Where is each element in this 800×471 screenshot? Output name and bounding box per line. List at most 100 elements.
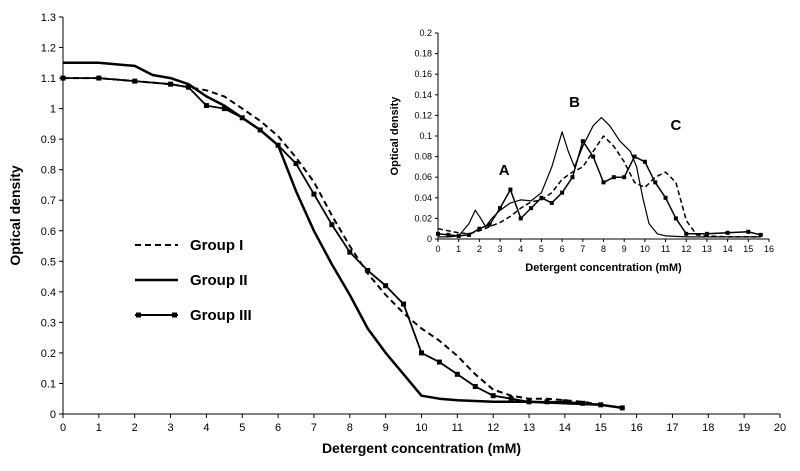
- y-tick-label: 0.04: [414, 193, 432, 203]
- data-point-marker: [673, 216, 678, 221]
- y-tick-label: 0.7: [41, 195, 56, 207]
- x-tick-label: 9: [383, 422, 389, 434]
- data-point-marker: [725, 230, 730, 235]
- data-point-marker: [549, 200, 554, 205]
- legend-marker: [172, 312, 177, 318]
- legend-label-group-ii: Group II: [190, 272, 248, 289]
- data-point-marker: [467, 232, 472, 237]
- data-point-marker: [132, 78, 138, 84]
- y-tick-label: 0.5: [41, 256, 56, 268]
- peak-label-a: A: [499, 162, 510, 179]
- data-point-marker: [611, 175, 616, 180]
- x-tick-label: 16: [630, 422, 642, 434]
- y-tick-label: 0.12: [414, 110, 432, 120]
- x-tick-label: 19: [738, 422, 750, 434]
- x-tick-label: 7: [580, 244, 585, 254]
- x-tick-label: 16: [764, 244, 774, 254]
- x-axis-title: Detergent concentration (mM): [525, 262, 682, 274]
- data-point-marker: [456, 233, 461, 238]
- y-tick-label: 1: [50, 104, 56, 116]
- data-point-marker: [329, 222, 335, 228]
- data-point-marker: [622, 175, 627, 180]
- y-tick-label: 1.3: [41, 12, 56, 24]
- x-tick-label: 8: [601, 244, 606, 254]
- data-point-marker: [221, 106, 227, 112]
- data-point-marker: [477, 226, 482, 231]
- x-tick-label: 20: [774, 422, 786, 434]
- x-tick-label: 2: [132, 422, 138, 434]
- data-point-marker: [591, 154, 596, 159]
- series-line-group-iii: [437, 140, 761, 237]
- data-point-marker: [498, 206, 503, 211]
- y-tick-label: 1.1: [41, 73, 56, 85]
- x-tick-label: 0: [435, 244, 440, 254]
- data-point-marker: [601, 180, 606, 185]
- y-tick-label: 0.06: [414, 172, 432, 182]
- x-tick-label: 10: [415, 422, 427, 434]
- y-tick-label: 0.8: [41, 165, 56, 177]
- data-point-marker: [275, 142, 281, 148]
- x-tick-label: 4: [203, 422, 209, 434]
- series-line-group-ii: [438, 116, 761, 238]
- legend-label-group-i: Group I: [190, 237, 243, 254]
- x-tick-label: 12: [681, 244, 691, 254]
- data-point-marker: [454, 371, 460, 377]
- x-tick-label: 8: [347, 422, 353, 434]
- data-point-marker: [619, 405, 625, 411]
- data-point-marker: [508, 396, 514, 402]
- x-axis-title: Detergent concentration (mM): [322, 440, 521, 456]
- data-point-marker: [539, 195, 544, 200]
- data-point-marker: [446, 232, 451, 237]
- data-point-marker: [419, 350, 424, 356]
- x-tick-label: 17: [666, 422, 678, 434]
- legend-label-group-iii: Group III: [190, 307, 252, 324]
- x-tick-label: 15: [743, 244, 753, 254]
- series-line-group-ii: [63, 61, 623, 410]
- data-point-marker: [562, 399, 568, 405]
- data-point-marker: [758, 232, 763, 237]
- y-tick-label: 0.08: [414, 152, 432, 162]
- data-point-marker: [544, 399, 550, 405]
- x-tick-label: 12: [487, 422, 499, 434]
- x-tick-label: 14: [723, 244, 733, 254]
- data-point-marker: [653, 180, 658, 185]
- x-tick-label: 6: [560, 244, 565, 254]
- x-tick-label: 6: [275, 422, 281, 434]
- data-point-marker: [580, 400, 586, 406]
- x-tick-label: 15: [595, 422, 607, 434]
- y-tick-label: 0.3: [41, 317, 56, 329]
- x-tick-label: 10: [640, 244, 650, 254]
- x-tick-label: 3: [167, 422, 173, 434]
- series-line-group-i: [437, 135, 761, 238]
- data-point-marker: [642, 159, 647, 164]
- x-tick-label: 11: [452, 422, 463, 434]
- x-tick-label: 18: [702, 422, 714, 434]
- y-tick-label: 0.1: [41, 378, 56, 390]
- data-point-marker: [168, 81, 174, 87]
- legend: Group I Group II Group III: [135, 237, 252, 324]
- y-tick-label: 0.16: [414, 69, 432, 79]
- x-tick-label: 1: [456, 244, 461, 254]
- data-point-marker: [632, 154, 637, 159]
- y-tick-label: 0.4: [41, 287, 56, 299]
- data-point-marker: [311, 191, 317, 197]
- y-tick-label: 0.1: [419, 131, 432, 141]
- peak-label-b: B: [569, 94, 580, 111]
- y-axis-title: Optical density: [7, 165, 23, 266]
- data-point-marker: [383, 283, 389, 289]
- data-point-marker: [401, 301, 407, 307]
- data-point-marker: [570, 175, 575, 180]
- peak-label-c: C: [670, 117, 681, 134]
- y-tick-label: 0.9: [41, 134, 56, 146]
- x-tick-label: 3: [498, 244, 503, 254]
- data-point-marker: [508, 187, 513, 192]
- data-point-marker: [203, 103, 209, 109]
- data-point-marker: [487, 222, 492, 227]
- data-point-marker: [436, 359, 442, 365]
- x-tick-label: 14: [559, 422, 571, 434]
- y-tick-label: 0.18: [414, 49, 432, 59]
- data-point-marker: [704, 231, 709, 236]
- x-tick-label: 4: [518, 244, 523, 254]
- inset-plot: 0 1 2 3 4 5 6 7 8 9 10 11 12 13 14 15 1600.020.040.060.0…: [389, 28, 774, 274]
